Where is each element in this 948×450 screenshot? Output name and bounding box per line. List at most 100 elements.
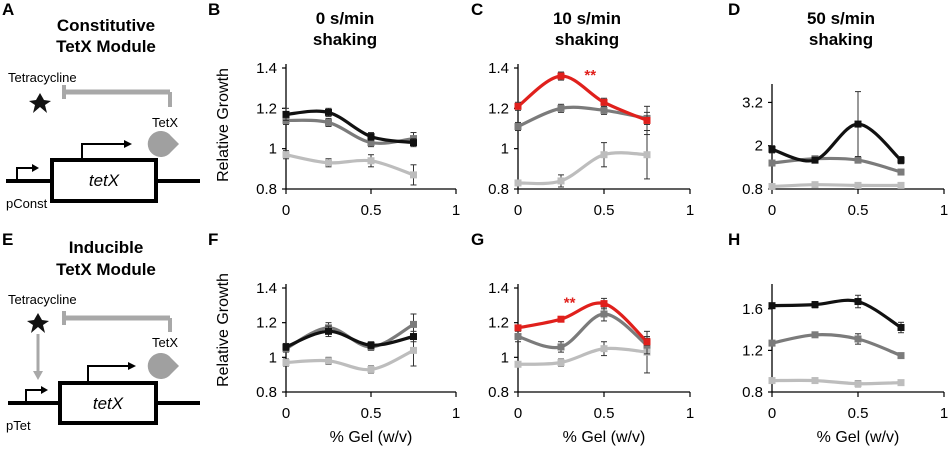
x-tick-label: 1 xyxy=(686,405,694,422)
y-tick-label: 2 xyxy=(755,138,763,155)
x-tick-label: 0 xyxy=(282,405,290,422)
data-point xyxy=(600,300,608,308)
significance-marker: ** xyxy=(564,295,576,312)
data-point xyxy=(410,346,417,354)
y-tick-label: 1.2 xyxy=(488,315,509,332)
enzyme-label: TetX xyxy=(152,335,178,350)
data-point xyxy=(514,360,522,368)
x-tick-label: 0.5 xyxy=(594,202,615,219)
y-tick-label: 0.8 xyxy=(256,181,277,198)
chart-panel-g: 0.8 1 1.2 1.4 0 0.5 1 % Gel (w/v) ** xyxy=(488,280,694,446)
chart-panel-c: 0.8 1 1.2 1.4 0 0.5 1 ** xyxy=(488,60,694,219)
y-tick-label: 0.8 xyxy=(742,181,763,198)
tetx-enzyme-icon xyxy=(147,353,179,379)
x-tick-label: 0.5 xyxy=(361,405,382,422)
data-point xyxy=(514,102,522,110)
data-point xyxy=(811,331,819,339)
data-point xyxy=(643,338,651,346)
tetracycline-star-icon xyxy=(29,93,51,113)
series-line-red xyxy=(516,74,649,122)
x-tick-label: 1 xyxy=(940,405,948,422)
x-axis-label: % Gel (w/v) xyxy=(817,429,900,446)
y-tick-label: 3.2 xyxy=(742,94,763,111)
y-axis-label-bottom: Relative Growth xyxy=(215,273,232,387)
panel-letter-e: E xyxy=(2,230,13,249)
data-point xyxy=(514,122,522,130)
y-tick-label: 1.4 xyxy=(488,60,509,77)
data-point xyxy=(811,301,819,309)
series-line-light-gray xyxy=(516,151,649,186)
series-line-red xyxy=(516,301,649,344)
y-tick-label: 1 xyxy=(269,349,277,366)
data-point xyxy=(325,159,332,167)
y-tick-label: 1 xyxy=(501,349,509,366)
y-tick-label: 0.8 xyxy=(488,384,509,401)
expression-arrowhead-icon xyxy=(128,362,136,370)
series-line-dark-gray xyxy=(770,333,903,358)
y-tick-label: 0.8 xyxy=(742,384,763,401)
x-tick-label: 0.5 xyxy=(848,405,869,422)
x-tick-label: 0 xyxy=(514,405,522,422)
gene-box xyxy=(50,158,158,203)
series-line-black xyxy=(284,109,416,145)
series-line-black xyxy=(284,329,416,349)
data-point xyxy=(854,156,862,164)
x-axis-label: % Gel (w/v) xyxy=(330,429,413,446)
schematic-constitutive: A Constitutive TetX Module Tetracycline … xyxy=(2,0,200,211)
data-point xyxy=(410,171,417,179)
promoter-label: pConst xyxy=(6,196,48,211)
y-tick-label: 1.2 xyxy=(742,342,763,359)
y-tick-label: 0.8 xyxy=(256,384,277,401)
column-title-c-line1: 10 s/min xyxy=(553,9,621,28)
chart-panel-f: 0.8 1 1.2 1.4 0 0.5 1 % Gel (w/v) xyxy=(256,280,460,446)
data-point xyxy=(768,159,776,167)
data-point xyxy=(854,120,862,128)
tetracycline-star-icon xyxy=(27,313,49,333)
series-line-dark-gray xyxy=(770,156,903,174)
panel-letter-d: D xyxy=(728,0,740,19)
schematic-a-title-line2: TetX Module xyxy=(56,37,156,56)
y-tick-label: 1.2 xyxy=(256,100,277,117)
series-line-light-gray xyxy=(770,183,903,189)
x-tick-label: 0 xyxy=(282,202,290,219)
enzyme-label: TetX xyxy=(152,115,178,130)
data-point xyxy=(367,139,375,147)
panel-letter-a: A xyxy=(2,0,14,19)
series-line-light-gray xyxy=(284,348,416,372)
data-point xyxy=(811,181,819,189)
data-point xyxy=(897,324,905,332)
x-tick-label: 0.5 xyxy=(594,405,615,422)
series-line-light-gray xyxy=(284,153,416,177)
schematic-a-title-line1: Constitutive xyxy=(57,16,155,35)
schematic-e-title-line1: Inducible xyxy=(69,238,144,257)
data-point xyxy=(897,156,905,164)
series-line-black xyxy=(770,122,903,163)
data-point xyxy=(768,182,776,190)
data-point xyxy=(897,181,905,189)
data-point xyxy=(897,168,905,176)
data-point xyxy=(811,156,819,164)
data-point xyxy=(557,72,565,80)
data-point xyxy=(811,377,819,385)
column-title-b-line2: shaking xyxy=(313,30,377,49)
data-point xyxy=(514,333,522,341)
panel-letter-b: B xyxy=(208,0,220,19)
panel-letter-g: G xyxy=(471,230,484,249)
data-point xyxy=(557,177,565,185)
data-point xyxy=(768,145,776,153)
data-point xyxy=(557,315,565,323)
x-tick-label: 0 xyxy=(768,405,776,422)
promoter-label: pTet xyxy=(6,418,31,433)
data-point xyxy=(514,324,522,332)
data-point xyxy=(768,377,776,385)
data-point xyxy=(768,339,776,347)
y-axis-label-top: Relative Growth xyxy=(215,68,232,182)
data-point xyxy=(600,106,608,114)
data-point xyxy=(557,359,565,367)
column-title-b-line1: 0 s/min xyxy=(316,9,375,28)
y-tick-label: 1.4 xyxy=(488,280,509,297)
y-tick-label: 1.2 xyxy=(256,315,277,332)
panel-letter-f: F xyxy=(208,230,218,249)
data-point xyxy=(854,335,862,343)
expression-arrowhead-icon xyxy=(124,140,132,148)
